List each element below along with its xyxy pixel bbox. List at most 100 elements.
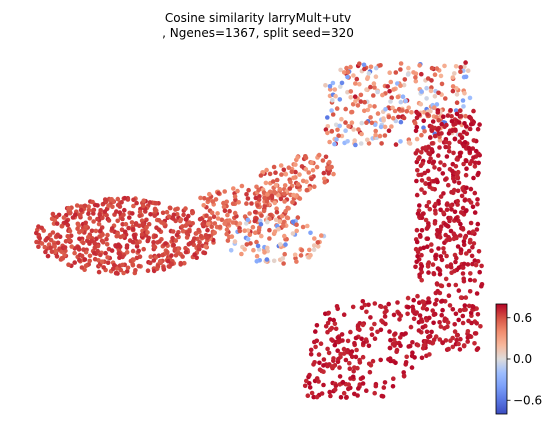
- data-point: [427, 206, 433, 212]
- data-point: [54, 221, 60, 226]
- data-point: [432, 165, 437, 170]
- data-point: [404, 354, 410, 360]
- data-point: [386, 114, 392, 120]
- data-points: [34, 60, 485, 400]
- data-point: [345, 74, 350, 80]
- data-point: [161, 265, 166, 271]
- data-point: [109, 197, 114, 202]
- data-point: [225, 212, 230, 218]
- data-point: [105, 232, 110, 238]
- data-point: [291, 175, 296, 181]
- data-point: [322, 176, 327, 182]
- data-point: [190, 210, 195, 216]
- data-point: [425, 300, 430, 305]
- data-point: [366, 71, 372, 76]
- data-point: [348, 351, 353, 357]
- data-point: [464, 158, 469, 164]
- data-point: [393, 142, 399, 147]
- data-point: [435, 288, 441, 294]
- data-point: [232, 210, 238, 216]
- data-point: [372, 321, 377, 327]
- data-point: [443, 144, 448, 150]
- data-point: [166, 214, 172, 219]
- data-point: [225, 238, 231, 243]
- data-point: [421, 245, 427, 251]
- data-point: [203, 244, 208, 249]
- data-point: [383, 107, 388, 112]
- data-point: [313, 344, 318, 350]
- data-point: [306, 170, 312, 175]
- data-point: [472, 164, 478, 169]
- data-point: [453, 311, 459, 317]
- data-point: [339, 133, 345, 139]
- data-point: [413, 128, 419, 134]
- data-point: [457, 233, 463, 238]
- data-point: [308, 347, 314, 353]
- data-point: [439, 257, 445, 263]
- data-point: [319, 368, 325, 374]
- data-point: [379, 393, 385, 399]
- data-point: [87, 216, 93, 221]
- data-point: [387, 70, 393, 75]
- data-point: [287, 186, 293, 191]
- data-point: [346, 124, 351, 129]
- data-point: [437, 138, 443, 143]
- data-point: [454, 92, 460, 97]
- data-point: [259, 233, 264, 239]
- data-point: [418, 234, 423, 239]
- data-point: [381, 385, 387, 390]
- data-point: [391, 337, 397, 343]
- data-point: [440, 171, 446, 176]
- data-point: [366, 141, 372, 146]
- data-point: [86, 234, 91, 240]
- data-point: [429, 141, 435, 146]
- data-point: [429, 124, 435, 129]
- data-point: [365, 137, 370, 143]
- data-point: [202, 196, 207, 201]
- data-point: [417, 63, 422, 68]
- data-point: [348, 64, 353, 70]
- data-point: [192, 236, 197, 241]
- data-point: [249, 201, 254, 206]
- data-point: [439, 131, 444, 136]
- data-point: [328, 393, 333, 399]
- data-point: [317, 360, 322, 366]
- data-point: [373, 132, 378, 138]
- data-point: [327, 139, 332, 145]
- data-point: [435, 266, 441, 271]
- data-point: [323, 154, 329, 160]
- data-point: [329, 128, 335, 134]
- data-point: [141, 246, 146, 252]
- data-point: [196, 227, 201, 233]
- data-point: [79, 253, 85, 259]
- data-point: [471, 241, 477, 246]
- data-point: [87, 253, 93, 259]
- data-point: [265, 192, 270, 197]
- data-point: [404, 109, 410, 114]
- colorbar-tick-label: 0.0: [513, 352, 532, 366]
- data-point: [419, 71, 424, 77]
- data-point: [375, 89, 380, 95]
- data-point: [433, 208, 438, 213]
- data-point: [382, 314, 388, 319]
- data-point: [274, 209, 280, 215]
- data-point: [346, 386, 351, 392]
- data-point: [359, 336, 364, 342]
- data-point: [277, 219, 283, 224]
- data-point: [341, 312, 347, 318]
- data-point: [472, 190, 478, 196]
- data-point: [406, 304, 411, 310]
- data-point: [113, 270, 119, 276]
- data-point: [454, 100, 460, 105]
- data-point: [200, 221, 205, 227]
- data-point: [467, 289, 473, 294]
- data-point: [387, 88, 392, 94]
- data-point: [455, 202, 460, 207]
- data-point: [463, 74, 469, 80]
- data-point: [359, 120, 365, 126]
- data-point: [286, 206, 291, 211]
- data-point: [471, 304, 476, 310]
- data-point: [439, 312, 445, 318]
- data-point: [456, 288, 462, 293]
- data-point: [441, 250, 447, 255]
